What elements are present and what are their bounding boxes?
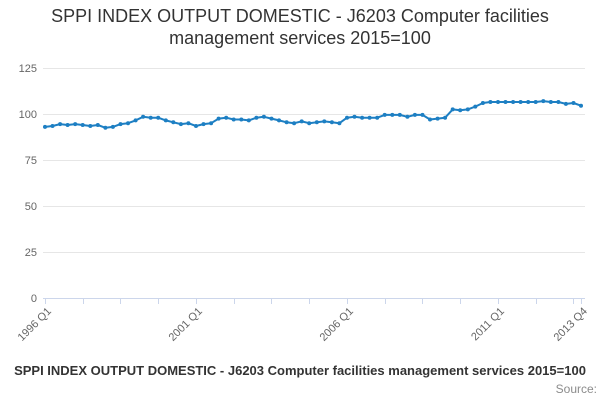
data-point-marker	[450, 107, 455, 112]
data-point-marker	[473, 104, 478, 109]
data-point-marker	[337, 121, 342, 126]
data-point-marker	[246, 118, 251, 123]
data-point-marker	[299, 119, 304, 124]
data-point-marker	[261, 114, 266, 119]
data-point-marker	[360, 115, 365, 120]
data-point-marker	[526, 100, 531, 104]
data-point-marker	[156, 115, 161, 120]
x-axis-label: 1996 Q1	[16, 305, 54, 343]
data-point-marker	[518, 100, 523, 104]
data-point-marker	[420, 112, 425, 117]
data-point-marker	[254, 115, 259, 120]
data-point-marker	[239, 117, 244, 122]
data-point-marker	[269, 116, 274, 121]
data-point-marker	[65, 123, 70, 127]
data-point-marker	[548, 100, 553, 104]
data-point-marker	[110, 124, 115, 129]
data-point-marker	[571, 101, 576, 105]
data-point-marker	[277, 118, 281, 123]
data-point-marker	[352, 114, 357, 119]
data-point-marker	[397, 112, 402, 117]
data-point-marker	[141, 114, 146, 119]
data-point-marker	[58, 122, 63, 127]
data-point-marker	[367, 115, 372, 120]
data-point-marker	[186, 121, 191, 126]
source-label: Source:	[555, 382, 597, 396]
y-axis-label: 50	[25, 201, 37, 213]
data-point-marker	[95, 123, 100, 127]
series-legend-label: SPPI INDEX OUTPUT DOMESTIC - J6203 Compu…	[14, 363, 586, 378]
data-point-marker	[405, 114, 410, 119]
data-point-marker	[541, 99, 546, 104]
data-point-marker	[412, 112, 417, 117]
data-point-marker	[390, 112, 395, 117]
data-point-marker	[133, 118, 138, 123]
data-point-marker	[88, 124, 93, 128]
data-point-marker	[345, 115, 349, 120]
x-axis-label: 2013 Q4	[552, 305, 590, 343]
data-point-marker	[201, 122, 206, 127]
data-point-marker	[209, 121, 214, 126]
data-point-marker	[148, 115, 153, 120]
data-point-marker	[292, 121, 297, 126]
data-point-marker	[382, 112, 387, 117]
data-point-marker	[194, 124, 198, 128]
chart-title: SPPI INDEX OUTPUT DOMESTIC - J6203 Compu…	[0, 5, 600, 49]
y-axis-label: 0	[31, 293, 37, 305]
data-point-marker	[563, 101, 568, 106]
x-axis-label: 2006 Q1	[318, 305, 356, 343]
data-point-marker	[556, 100, 561, 104]
data-point-marker	[488, 100, 493, 104]
data-point-marker	[579, 103, 583, 108]
data-point-marker	[503, 100, 508, 104]
data-point-marker	[533, 100, 538, 104]
data-point-marker	[480, 101, 485, 105]
chart-title-line-1: SPPI INDEX OUTPUT DOMESTIC - J6203 Compu…	[51, 6, 549, 26]
data-point-marker	[458, 108, 463, 113]
data-point-marker	[322, 119, 327, 124]
data-point-marker	[118, 122, 123, 127]
y-axis-label: 25	[25, 247, 37, 259]
data-point-marker	[375, 115, 380, 120]
data-point-marker	[103, 125, 108, 130]
data-point-marker	[163, 118, 168, 123]
data-point-marker	[435, 116, 440, 121]
x-axis-label: 2001 Q1	[167, 305, 205, 343]
chart-title-line-2: management services 2015=100	[169, 28, 431, 48]
data-point-marker	[126, 121, 130, 126]
x-axis-label: 2011 Q1	[469, 305, 507, 343]
data-point-marker	[171, 120, 176, 125]
data-point-marker	[50, 124, 55, 128]
data-point-marker	[43, 124, 47, 129]
y-axis-label: 75	[25, 155, 37, 167]
data-point-marker	[73, 122, 78, 127]
data-point-marker	[428, 117, 432, 122]
data-point-marker	[511, 100, 516, 104]
data-point-marker	[284, 120, 289, 125]
data-point-marker	[443, 115, 448, 120]
data-point-marker	[231, 117, 236, 122]
data-point-marker	[178, 122, 183, 127]
data-point-marker	[224, 115, 229, 120]
data-point-marker	[465, 107, 470, 112]
y-axis-label: 125	[19, 63, 37, 75]
data-point-marker	[329, 120, 334, 125]
data-point-marker	[216, 116, 221, 121]
data-point-marker	[496, 100, 500, 104]
data-point-marker	[80, 123, 85, 127]
data-point-marker	[307, 121, 312, 126]
data-point-marker	[314, 120, 319, 125]
y-axis-label: 100	[19, 109, 37, 121]
